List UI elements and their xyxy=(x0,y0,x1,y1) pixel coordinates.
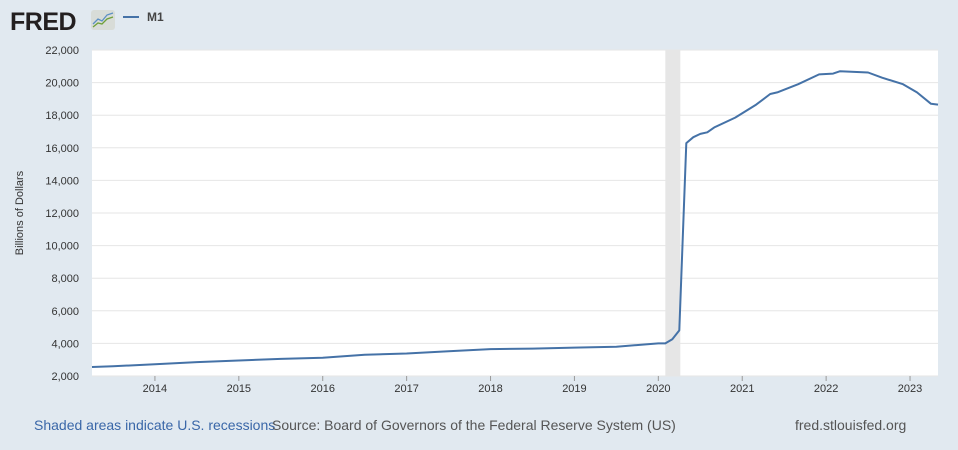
recession-note-link[interactable]: Shaded areas indicate U.S. recessions xyxy=(34,417,276,433)
x-tick-label: 2021 xyxy=(730,383,754,395)
x-tick-label: 2018 xyxy=(478,383,502,395)
x-tick-label: 2019 xyxy=(562,383,586,395)
legend-label: M1 xyxy=(147,10,164,24)
y-tick-label: 6,000 xyxy=(51,306,79,318)
x-tick-label: 2016 xyxy=(310,383,334,395)
series-line-m1 xyxy=(91,70,939,368)
y-tick-label: 16,000 xyxy=(45,143,79,155)
y-tick-label: 18,000 xyxy=(45,110,79,122)
legend: M1 xyxy=(123,10,164,24)
y-tick-label: 12,000 xyxy=(45,208,79,220)
site-link[interactable]: fred.stlouisfed.org xyxy=(795,417,907,433)
y-tick-label: 20,000 xyxy=(45,78,79,90)
y-tick-label: 2,000 xyxy=(51,371,79,383)
y-axis-label: Billions of Dollars xyxy=(14,170,26,255)
y-tick-label: 8,000 xyxy=(51,273,79,285)
y-tick-label: 14,000 xyxy=(45,175,79,187)
x-tick-label: 2023 xyxy=(898,383,922,395)
source-text: Source: Board of Governors of the Federa… xyxy=(272,417,676,433)
y-tick-label: 10,000 xyxy=(45,241,79,253)
x-tick-label: 2020 xyxy=(646,383,670,395)
x-tick-label: 2015 xyxy=(227,383,251,395)
fred-logo[interactable]: FRED xyxy=(10,8,77,36)
legend-swatch xyxy=(123,16,139,18)
y-tick-label: 4,000 xyxy=(51,338,79,350)
x-tick-label: 2022 xyxy=(814,383,838,395)
y-tick-label: 22,000 xyxy=(45,45,79,57)
x-tick-label: 2014 xyxy=(143,383,167,395)
fred-graph-icon xyxy=(91,10,115,30)
x-tick-label: 2017 xyxy=(394,383,418,395)
